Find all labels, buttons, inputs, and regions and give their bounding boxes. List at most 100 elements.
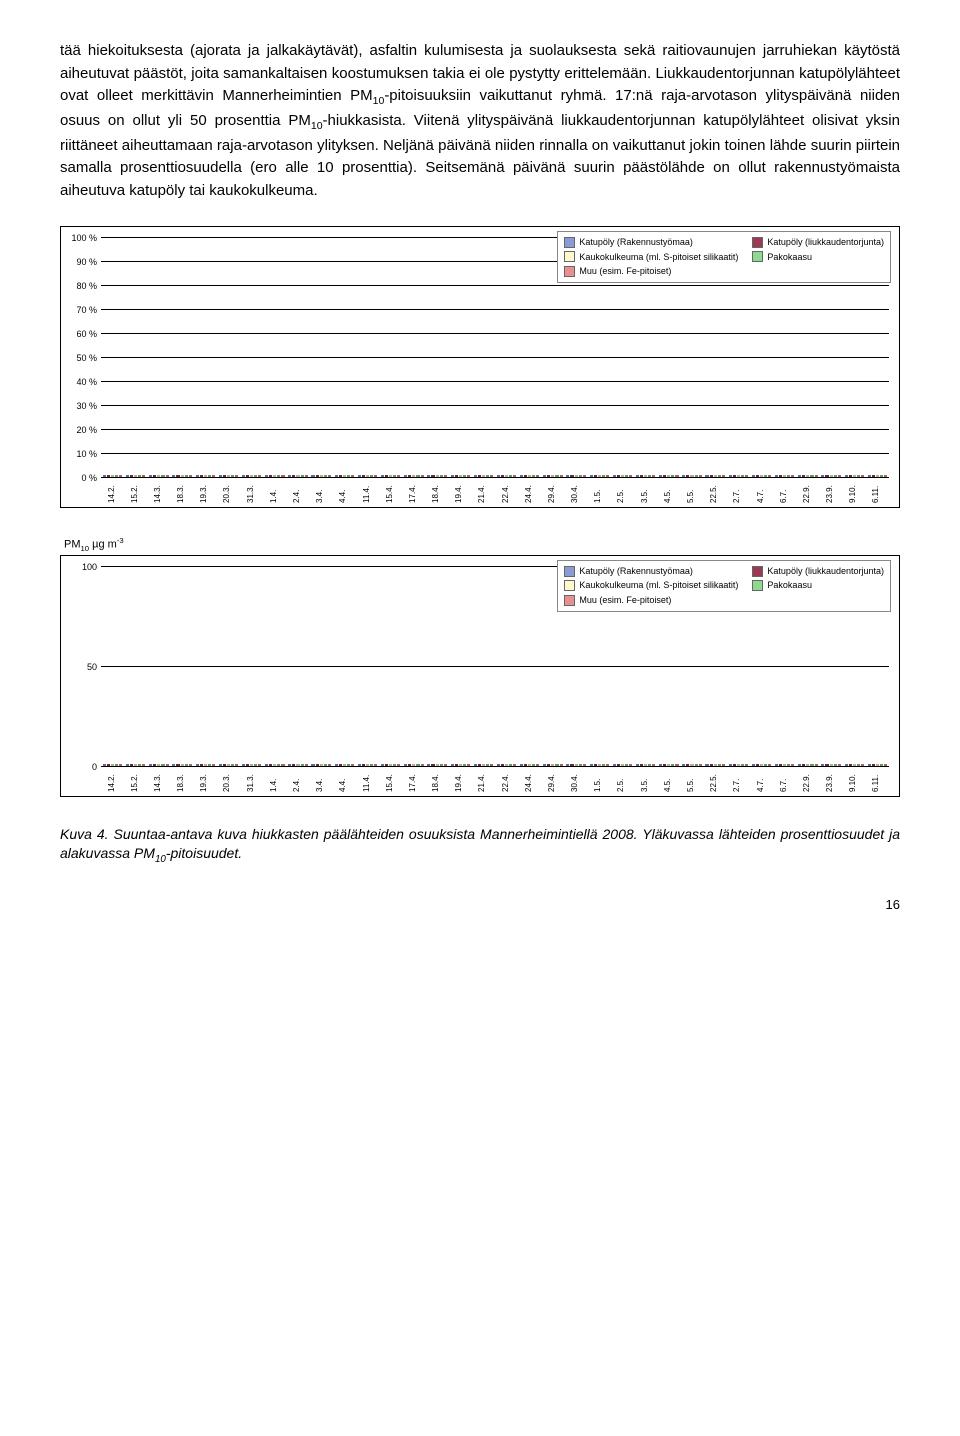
grid-line: 0 %	[101, 477, 889, 478]
bar-liukk	[686, 475, 689, 477]
bar-muu	[166, 475, 169, 477]
bar-rakennus	[659, 764, 662, 766]
bar-group	[752, 764, 771, 766]
bar-liukk	[362, 475, 365, 477]
bar-pako	[254, 764, 257, 766]
y-tick-label: 30 %	[76, 401, 97, 411]
bar-liukk	[640, 764, 643, 766]
bar-group	[821, 764, 840, 766]
bar-pako	[579, 764, 582, 766]
bar-group	[358, 475, 377, 477]
bar-group	[613, 764, 632, 766]
bar-liukk	[339, 764, 342, 766]
x-tick-label: 1.4.	[269, 779, 278, 792]
bar-rakennus	[172, 764, 175, 766]
bar-kauko	[111, 475, 114, 477]
x-tick-label: 20.3.	[222, 774, 231, 792]
bar-muu	[444, 475, 447, 477]
bar-rakennus	[520, 764, 523, 766]
x-tick-label: 22.5.	[709, 485, 718, 503]
bar-muu	[583, 764, 586, 766]
bar-pako	[463, 475, 466, 477]
bar-rakennus	[474, 764, 477, 766]
legend-item: Muu (esim. Fe-pitoiset)	[564, 594, 738, 607]
bar-pako	[625, 764, 628, 766]
bar-pako	[671, 764, 674, 766]
bar-pako	[695, 475, 698, 477]
x-tick-label: 30.4.	[570, 774, 579, 792]
bar-pako	[509, 475, 512, 477]
bar-muu	[884, 475, 887, 477]
bar-pako	[486, 475, 489, 477]
bar-muu	[513, 475, 516, 477]
bar-liukk	[501, 475, 504, 477]
legend-item: Katupöly (Rakennustyömaa)	[564, 236, 738, 249]
grid-line: 30 %	[101, 405, 889, 406]
x-tick-label: 6.11.	[871, 775, 880, 792]
bar-group	[427, 764, 446, 766]
x-tick-label: 4.7.	[756, 779, 765, 792]
bar-group	[311, 475, 330, 477]
bar-rakennus	[752, 475, 755, 477]
bar-group	[821, 475, 840, 477]
legend-swatch	[752, 580, 763, 591]
bar-kauko	[806, 764, 809, 766]
x-tick-label: 31.3.	[246, 485, 255, 503]
bar-muu	[629, 764, 632, 766]
bar-muu	[305, 475, 308, 477]
bar-kauko	[806, 475, 809, 477]
bar-liukk	[200, 475, 203, 477]
bar-kauko	[204, 475, 207, 477]
bar-liukk	[872, 475, 875, 477]
bar-pako	[787, 475, 790, 477]
bar-kauko	[551, 764, 554, 766]
bar-kauko	[343, 764, 346, 766]
bar-pako	[741, 764, 744, 766]
chart-percentage: 0 %10 %20 %30 %40 %50 %60 %70 %80 %90 %1…	[60, 226, 900, 508]
bar-rakennus	[705, 475, 708, 477]
bar-muu	[212, 764, 215, 766]
x-tick-label: 18.4.	[431, 485, 440, 503]
bar-pako	[463, 764, 466, 766]
y-tick-label: 50 %	[76, 353, 97, 363]
figure-caption: Kuva 4. Suuntaa-antava kuva hiukkasten p…	[60, 825, 900, 867]
legend-label: Pakokaasu	[767, 251, 812, 264]
bar-liukk	[547, 764, 550, 766]
bar-kauko	[876, 764, 879, 766]
bar-group	[404, 475, 423, 477]
bar-liukk	[478, 764, 481, 766]
bar-rakennus	[335, 475, 338, 477]
bar-liukk	[316, 764, 319, 766]
bar-pako	[115, 475, 118, 477]
bar-pako	[625, 475, 628, 477]
bar-kauko	[760, 764, 763, 766]
bar-kauko	[621, 475, 624, 477]
bar-rakennus	[404, 764, 407, 766]
legend-item: Kaukokulkeuma (ml. S-pitoiset silikaatit…	[564, 251, 738, 264]
bar-pako	[857, 764, 860, 766]
bar-rakennus	[196, 764, 199, 766]
bar-muu	[861, 475, 864, 477]
bar-pako	[718, 764, 721, 766]
x-tick-label: 22.4.	[501, 485, 510, 503]
x-tick-label: 1.5.	[593, 490, 602, 503]
bar-muu	[142, 475, 145, 477]
bar-liukk	[130, 475, 133, 477]
bar-rakennus	[682, 764, 685, 766]
bar-muu	[374, 475, 377, 477]
bar-pako	[231, 764, 234, 766]
legend-swatch	[564, 251, 575, 262]
bar-rakennus	[775, 475, 778, 477]
bar-kauko	[505, 475, 508, 477]
bar-rakennus	[242, 764, 245, 766]
bar-rakennus	[219, 764, 222, 766]
bar-rakennus	[566, 764, 569, 766]
bar-group	[265, 764, 284, 766]
bar-liukk	[594, 764, 597, 766]
x-tick-label: 20.3.	[222, 485, 231, 503]
bar-kauko	[575, 764, 578, 766]
legend-swatch	[752, 251, 763, 262]
bar-pako	[416, 764, 419, 766]
bar-group	[845, 475, 864, 477]
bar-kauko	[830, 764, 833, 766]
